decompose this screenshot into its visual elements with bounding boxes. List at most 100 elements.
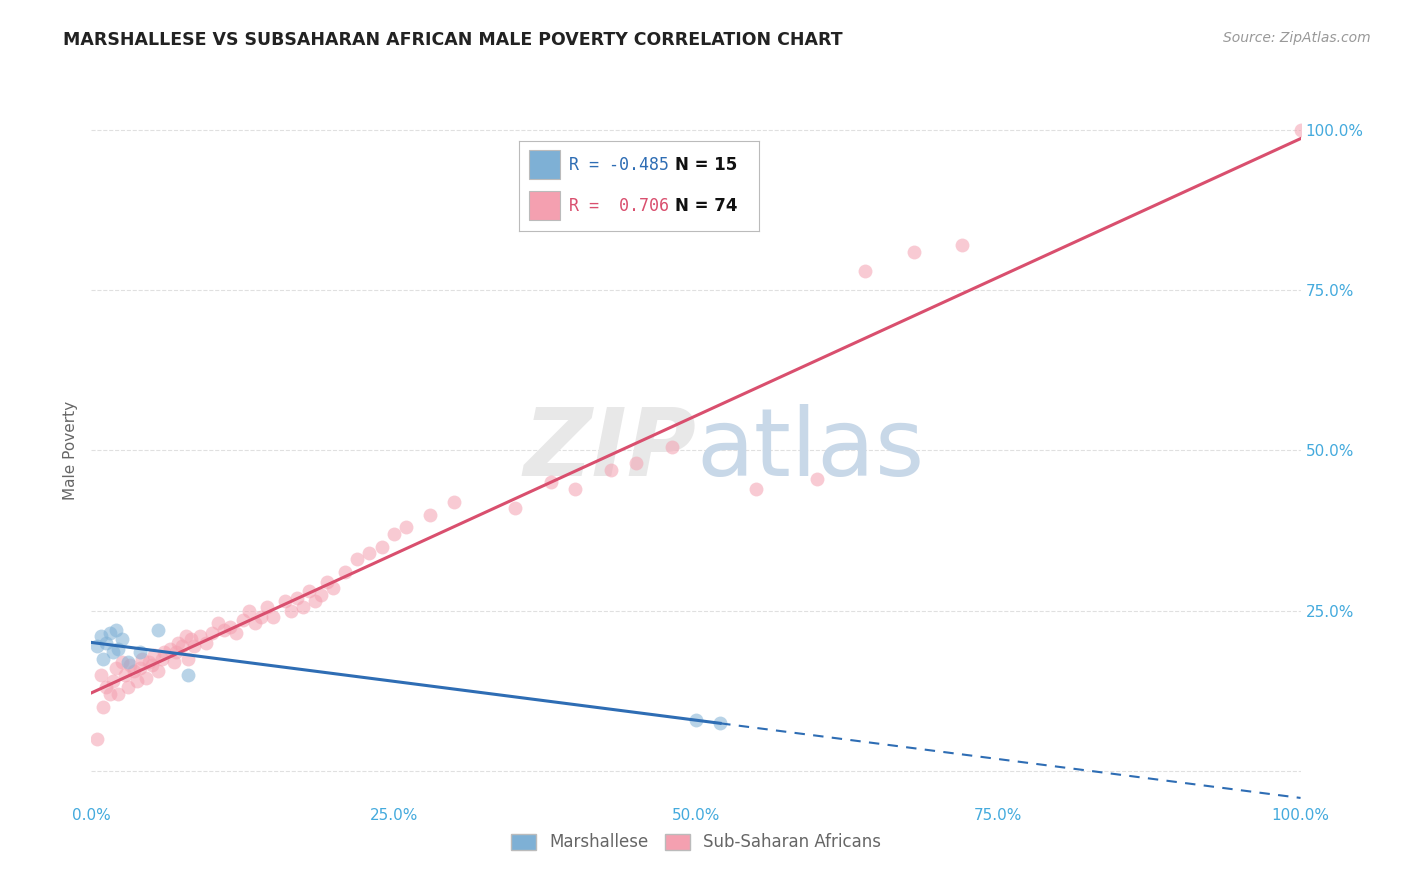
Text: N = 74: N = 74 xyxy=(675,196,737,215)
Point xyxy=(98,626,121,640)
Point xyxy=(104,623,127,637)
Point xyxy=(117,655,139,669)
Text: ZIP: ZIP xyxy=(523,404,696,497)
Point xyxy=(370,540,392,554)
Text: Source: ZipAtlas.com: Source: ZipAtlas.com xyxy=(1223,31,1371,45)
Point xyxy=(214,623,236,637)
Point xyxy=(111,655,132,669)
Point xyxy=(135,671,157,685)
Point xyxy=(146,665,169,679)
Text: atlas: atlas xyxy=(696,404,924,497)
Point xyxy=(419,508,441,522)
Point xyxy=(238,604,260,618)
Y-axis label: Male Poverty: Male Poverty xyxy=(63,401,79,500)
Point xyxy=(122,665,145,679)
Point xyxy=(685,713,707,727)
Point xyxy=(291,600,314,615)
Point xyxy=(853,264,876,278)
Point xyxy=(104,661,127,675)
Point xyxy=(128,645,150,659)
Point xyxy=(661,440,683,454)
Point xyxy=(309,588,332,602)
Point xyxy=(86,731,108,746)
Point xyxy=(201,626,224,640)
Point xyxy=(177,667,200,681)
Point xyxy=(120,658,142,673)
Point xyxy=(285,591,308,605)
Point xyxy=(138,655,160,669)
Text: R = -0.485: R = -0.485 xyxy=(569,155,669,174)
Point xyxy=(101,645,124,659)
Point xyxy=(94,635,117,649)
Point xyxy=(111,632,132,647)
Point xyxy=(98,687,121,701)
Point xyxy=(188,629,211,643)
Point xyxy=(243,616,266,631)
Point xyxy=(231,613,253,627)
Point xyxy=(90,629,112,643)
Point xyxy=(395,520,418,534)
Point xyxy=(159,642,181,657)
Point xyxy=(165,645,187,659)
Point xyxy=(183,639,205,653)
Point xyxy=(322,581,344,595)
Point xyxy=(249,610,271,624)
Point xyxy=(93,651,115,665)
Point xyxy=(172,639,194,653)
Point xyxy=(128,661,150,675)
Point xyxy=(280,604,302,618)
Point xyxy=(274,594,297,608)
Point xyxy=(256,600,278,615)
Point xyxy=(903,244,925,259)
Point xyxy=(174,629,197,643)
Bar xyxy=(529,151,560,179)
Point xyxy=(153,645,176,659)
Point xyxy=(90,667,112,681)
Legend: Marshallese, Sub-Saharan Africans: Marshallese, Sub-Saharan Africans xyxy=(503,827,889,858)
Point xyxy=(316,574,339,589)
Bar xyxy=(529,192,560,220)
Point xyxy=(143,648,166,663)
Point xyxy=(146,623,169,637)
Text: N = 15: N = 15 xyxy=(675,155,737,174)
Point xyxy=(262,610,284,624)
Text: MARSHALLESE VS SUBSAHARAN AFRICAN MALE POVERTY CORRELATION CHART: MARSHALLESE VS SUBSAHARAN AFRICAN MALE P… xyxy=(63,31,842,49)
Point xyxy=(346,552,368,566)
Point xyxy=(107,642,129,657)
Point xyxy=(117,681,139,695)
Point xyxy=(195,635,218,649)
Point xyxy=(304,594,326,608)
Point xyxy=(600,463,623,477)
Point xyxy=(745,482,768,496)
Point xyxy=(141,658,163,673)
Point xyxy=(101,674,124,689)
Point xyxy=(564,482,586,496)
Point xyxy=(359,546,381,560)
Point xyxy=(298,584,321,599)
Point xyxy=(150,651,173,665)
Point xyxy=(950,238,973,252)
Point xyxy=(114,667,136,681)
Point xyxy=(93,699,115,714)
Point xyxy=(709,715,731,730)
Point xyxy=(219,619,242,633)
Point xyxy=(180,632,202,647)
Point xyxy=(540,475,562,490)
Text: R =  0.706: R = 0.706 xyxy=(569,196,669,215)
Point xyxy=(225,626,247,640)
Point xyxy=(94,681,117,695)
Point xyxy=(207,616,229,631)
Point xyxy=(131,651,153,665)
Point xyxy=(167,635,190,649)
Point xyxy=(335,565,357,579)
Point xyxy=(162,655,184,669)
Point xyxy=(806,472,828,486)
Point xyxy=(503,501,526,516)
Point xyxy=(443,494,465,508)
Point xyxy=(86,639,108,653)
Point xyxy=(177,651,200,665)
Point xyxy=(1289,123,1312,137)
Point xyxy=(127,674,149,689)
Point xyxy=(382,526,405,541)
Point xyxy=(624,456,647,470)
